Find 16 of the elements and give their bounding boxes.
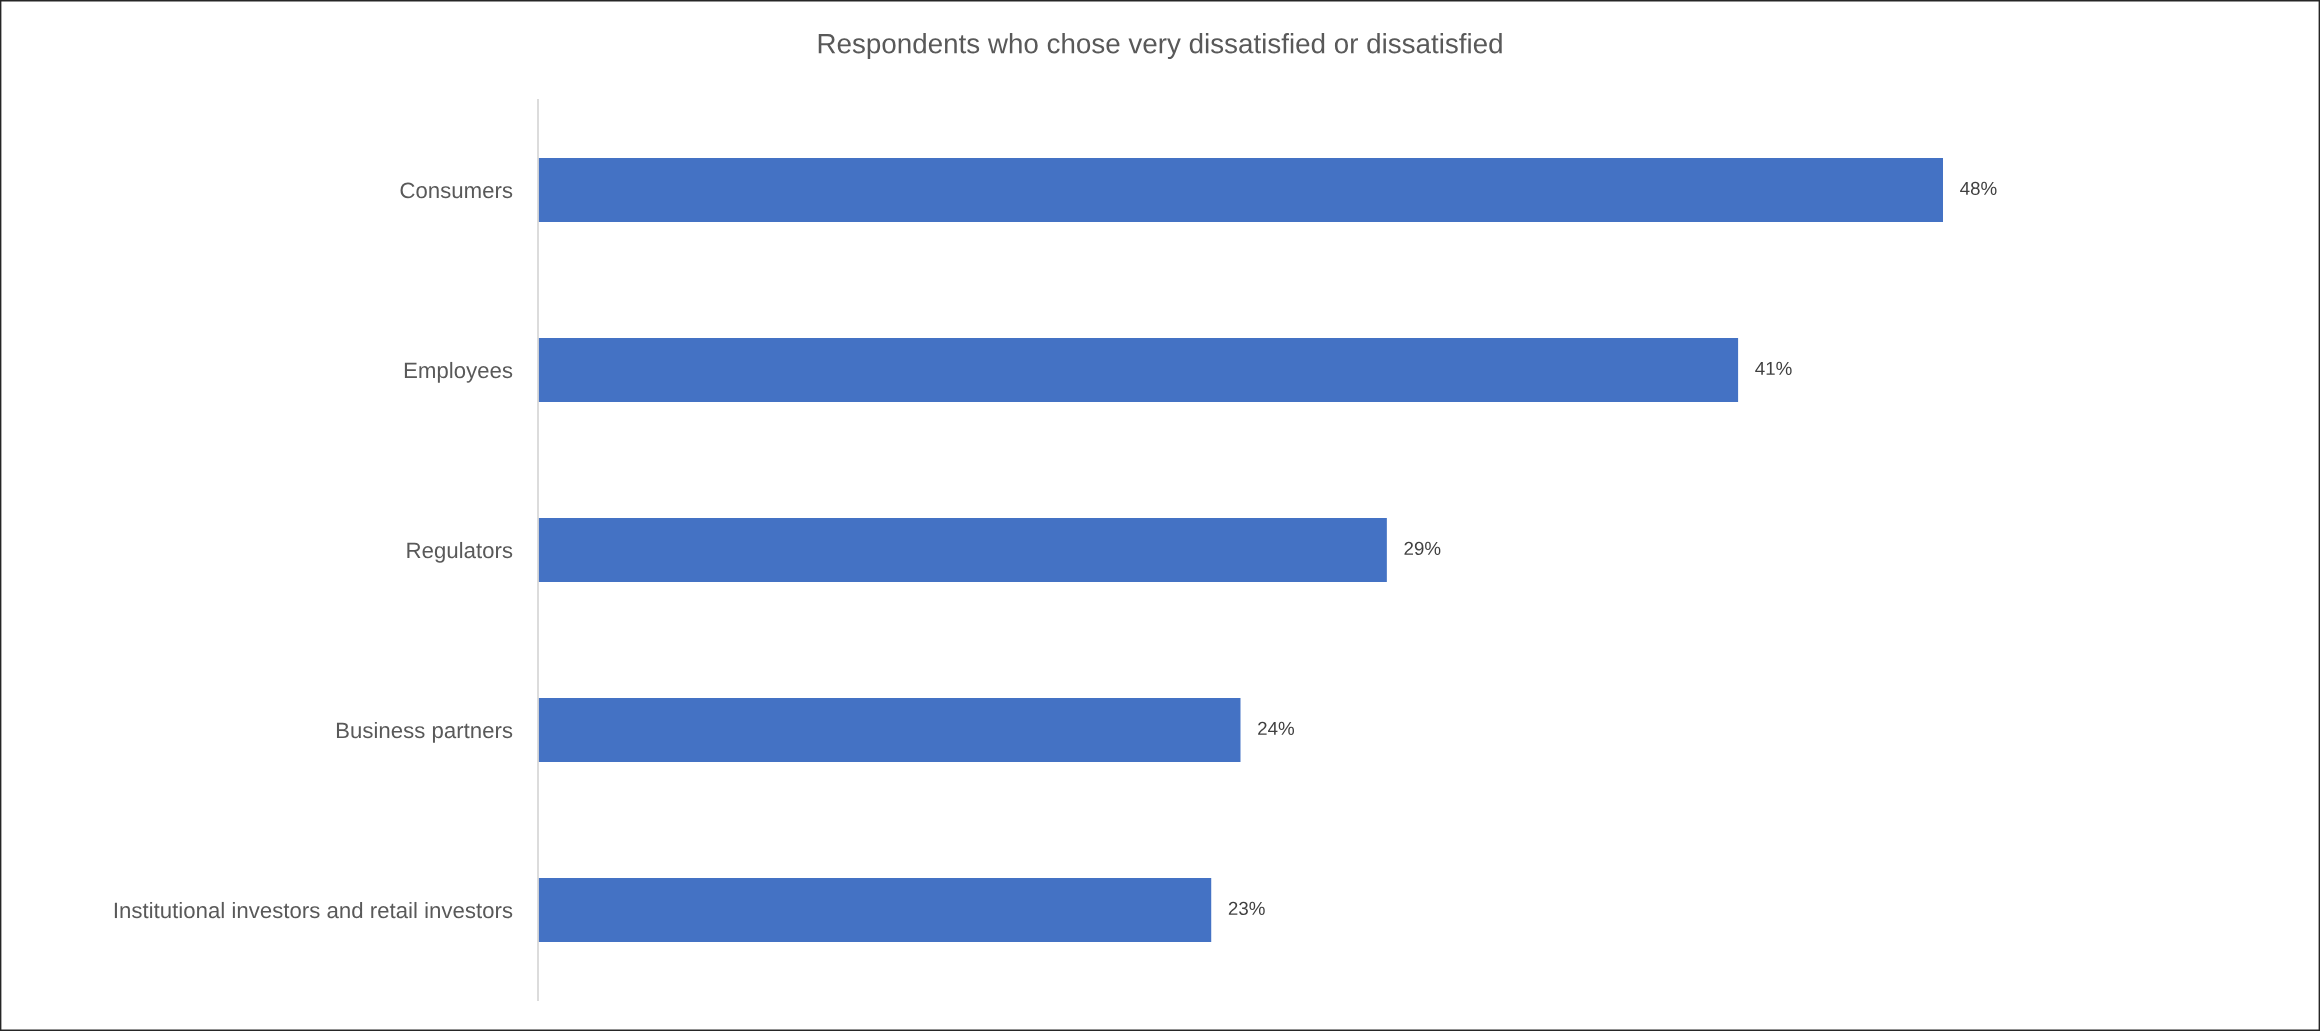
chart-title: Respondents who chose very dissatisfied or dissatisfied bbox=[818, 33, 1502, 59]
bar bbox=[538, 698, 1241, 762]
data-label: 29% bbox=[1404, 541, 1441, 556]
y-tick-label: Consumers bbox=[400, 182, 513, 199]
y-tick-label: Regulators bbox=[407, 541, 513, 563]
bar bbox=[538, 158, 1943, 222]
y-tick-label: Employees bbox=[404, 361, 513, 383]
data-label: 41% bbox=[1755, 361, 1792, 375]
data-label: 23% bbox=[1228, 901, 1265, 916]
bar bbox=[538, 338, 1739, 402]
bar bbox=[538, 518, 1387, 582]
y-tick-label: Business partners bbox=[336, 721, 513, 743]
bar bbox=[538, 878, 1212, 942]
data-label: 24% bbox=[1258, 721, 1295, 735]
data-label: 48% bbox=[1960, 181, 1997, 196]
y-tick-label: Institutional investors and retail investors bbox=[114, 901, 513, 919]
